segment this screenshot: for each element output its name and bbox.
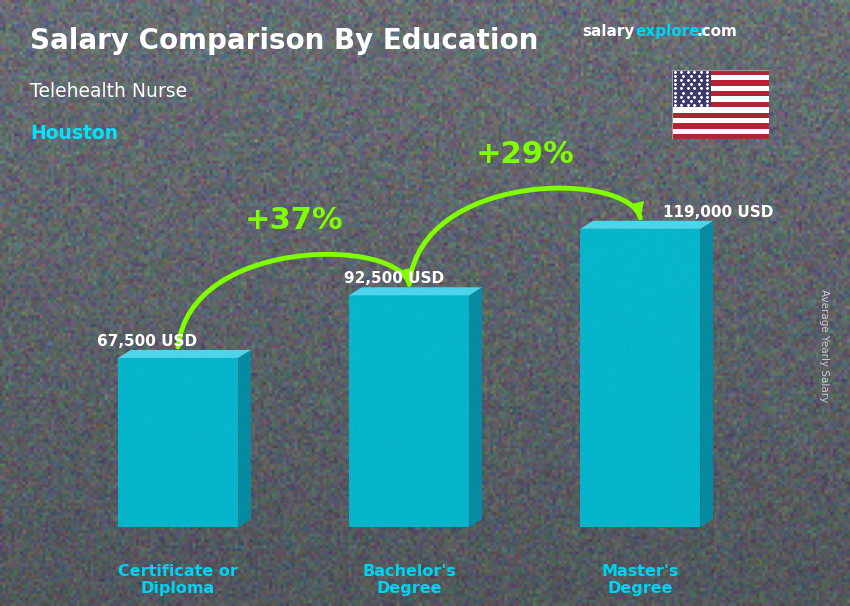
Text: Salary Comparison By Education: Salary Comparison By Education: [30, 27, 538, 55]
Text: +29%: +29%: [475, 140, 574, 169]
Polygon shape: [700, 221, 713, 527]
Polygon shape: [118, 358, 238, 527]
Bar: [672, 123, 769, 128]
Text: +37%: +37%: [245, 206, 343, 235]
Bar: [672, 134, 769, 139]
Text: Bachelor's
Degree: Bachelor's Degree: [362, 564, 456, 596]
Polygon shape: [118, 350, 251, 358]
Text: salary: salary: [582, 24, 635, 39]
Polygon shape: [581, 229, 700, 527]
Text: Telehealth Nurse: Telehealth Nurse: [30, 82, 187, 101]
Bar: [672, 81, 769, 86]
Bar: [672, 113, 769, 118]
Polygon shape: [238, 350, 251, 527]
Bar: [672, 107, 769, 113]
Bar: [672, 128, 769, 134]
Text: 92,500 USD: 92,500 USD: [344, 271, 445, 286]
Bar: [672, 86, 769, 91]
Text: 119,000 USD: 119,000 USD: [663, 205, 774, 220]
Polygon shape: [349, 287, 482, 295]
Text: explorer: explorer: [635, 24, 707, 39]
Text: Master's
Degree: Master's Degree: [602, 564, 679, 596]
Text: Average Yearly Salary: Average Yearly Salary: [819, 289, 829, 402]
Bar: [672, 118, 769, 123]
Bar: [672, 70, 769, 75]
Text: 67,500 USD: 67,500 USD: [97, 334, 197, 349]
Bar: [672, 102, 769, 107]
Bar: [672, 70, 711, 107]
Bar: [672, 96, 769, 102]
Text: Houston: Houston: [30, 124, 118, 143]
Text: Certificate or
Diploma: Certificate or Diploma: [118, 564, 238, 596]
Polygon shape: [349, 295, 469, 527]
Text: .com: .com: [697, 24, 738, 39]
Polygon shape: [469, 287, 482, 527]
Bar: [672, 91, 769, 96]
Polygon shape: [581, 221, 713, 229]
Bar: [672, 75, 769, 81]
